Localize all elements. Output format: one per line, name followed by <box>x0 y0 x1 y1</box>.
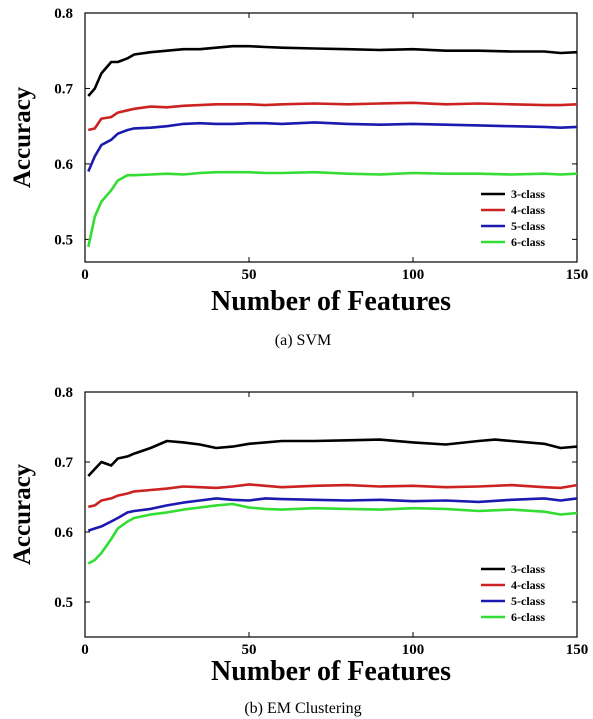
em-series-line-3-class <box>87 438 578 477</box>
em-xtick-label: 150 <box>566 642 589 658</box>
svm-ytick-label: 0.6 <box>54 157 73 173</box>
svm-y-axis-label: Accuracy <box>9 86 36 188</box>
em-ytick-label: 0.8 <box>54 385 73 401</box>
svm-series-line-5-class <box>87 121 578 173</box>
svm-legend-label-5-class: 5-class <box>511 219 545 233</box>
svm-ytick-label: 0.7 <box>54 81 73 97</box>
svm-xtick-label: 100 <box>402 267 425 283</box>
em-chart: 0.5 0.6 0.7 0.8 0 50 100 150 3-class 4-class 5-cla… <box>9 385 588 717</box>
em-legend-label-5-class: 5-class <box>511 594 545 608</box>
em-caption: (b) EM Clustering <box>244 700 361 717</box>
svm-series-line-3-class <box>87 44 578 97</box>
svm-xtick-label: 0 <box>81 267 89 283</box>
svm-x-axis-label: Number of Features <box>211 286 451 317</box>
em-series-line-4-class <box>88 483 578 509</box>
svm-plot-frame <box>84 12 578 263</box>
em-xtick-label: 50 <box>242 642 257 658</box>
em-series-line-5-class <box>87 497 578 532</box>
svm-series-line-6-class <box>87 170 578 248</box>
em-y-axis-label: Accuracy <box>9 463 36 565</box>
em-ytick-label: 0.6 <box>54 525 73 541</box>
svm-ytick-label: 0.8 <box>54 6 73 22</box>
em-x-axis-label: Number of Features <box>211 656 451 687</box>
svm-xtick-label: 50 <box>242 267 257 283</box>
em-legend-label-3-class: 3-class <box>511 562 545 576</box>
em-plot-frame <box>84 391 578 638</box>
svm-caption: (a) SVM <box>275 332 331 349</box>
svm-legend-label-3-class: 3-class <box>511 187 545 201</box>
svm-xtick-label: 150 <box>566 267 589 283</box>
svm-series-line-4-class <box>87 101 578 132</box>
em-xtick-label: 100 <box>402 642 425 658</box>
svm-ytick-label: 0.5 <box>54 232 73 248</box>
em-ytick-label: 0.7 <box>54 455 73 471</box>
em-legend-label-6-class: 6-class <box>511 610 545 624</box>
em-xtick-label: 0 <box>81 642 89 658</box>
em-legend-label-4-class: 4-class <box>511 578 545 592</box>
svm-chart: 0.5 0.6 0.7 0.8 0 50 100 150 3-class 4-class 5-cla… <box>9 6 588 349</box>
svm-legend-label-6-class: 6-class <box>511 235 545 249</box>
em-ytick-label: 0.5 <box>54 595 73 611</box>
svm-legend-label-4-class: 4-class <box>511 203 545 217</box>
em-series-line-6-class <box>87 502 578 565</box>
